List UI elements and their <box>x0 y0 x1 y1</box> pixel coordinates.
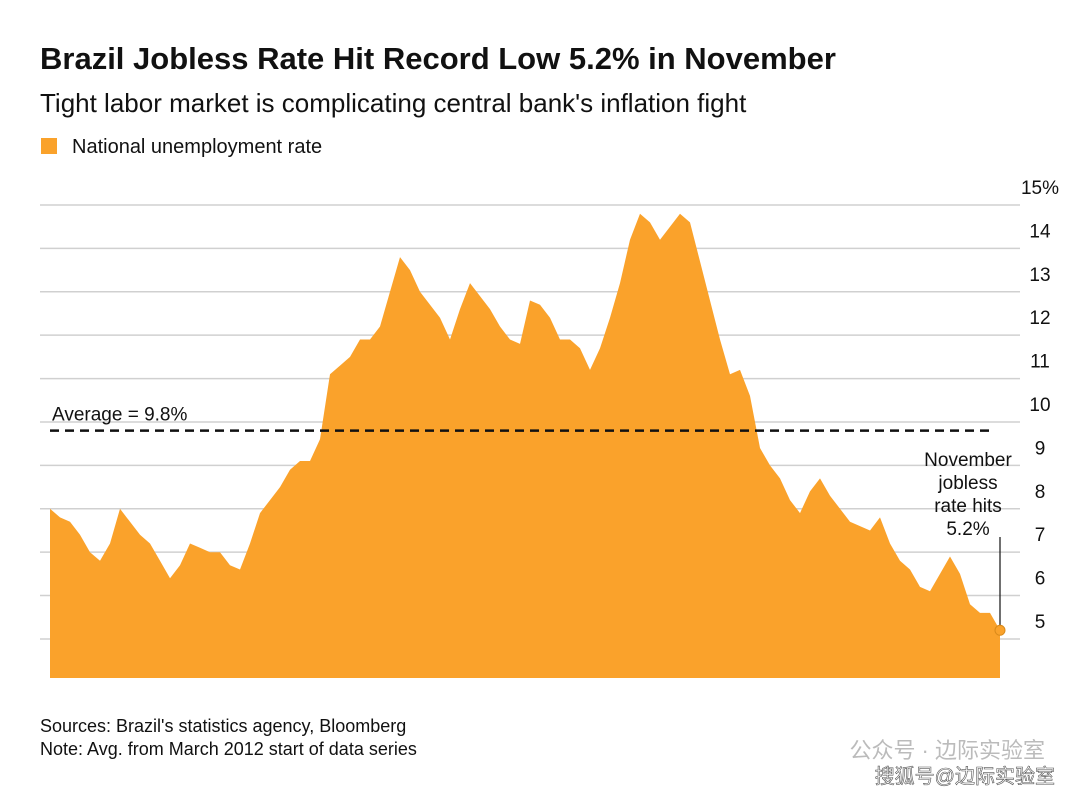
legend-swatch <box>41 138 57 154</box>
chart-subtitle: Tight labor market is complicating centr… <box>40 88 747 118</box>
annotation-text: jobless <box>937 473 997 494</box>
y-tick-label: 15% <box>1021 178 1059 199</box>
chart-title: Brazil Jobless Rate Hit Record Low 5.2% … <box>40 41 836 76</box>
end-point <box>994 624 1006 636</box>
y-tick-label: 14 <box>1029 221 1051 242</box>
y-tick-label: 5 <box>1035 612 1046 633</box>
y-tick-label: 9 <box>1035 438 1046 459</box>
y-tick-label: 8 <box>1035 482 1046 503</box>
y-tick-label: 12 <box>1029 308 1050 329</box>
y-tick-label: 10 <box>1029 395 1050 416</box>
annotation-text: rate hits <box>934 496 1002 517</box>
data-note: Note: Avg. from March 2012 start of data… <box>40 739 417 759</box>
y-tick-label: 6 <box>1035 569 1046 590</box>
average-label: Average = 9.8% <box>52 405 187 426</box>
y-tick-label: 11 <box>1030 352 1050 373</box>
y-tick-label: 7 <box>1035 525 1046 546</box>
plot-area: 5 6 7 8 9 10 11 12 13 14 15% Average = 9.8% November… <box>40 178 1059 678</box>
y-tick-label: 13 <box>1029 265 1050 286</box>
legend-label: National unemployment rate <box>72 136 322 158</box>
area <box>50 213 1000 678</box>
source-note: Sources: Brazil's statistics agency, Blo… <box>40 716 406 736</box>
watermark: 公众号 · 边际实验室 <box>849 738 1045 763</box>
annotation-text: 5.2% <box>946 519 989 540</box>
annotation-text: November <box>924 450 1012 471</box>
watermark: 搜狐号@边际实验室 <box>875 765 1055 788</box>
